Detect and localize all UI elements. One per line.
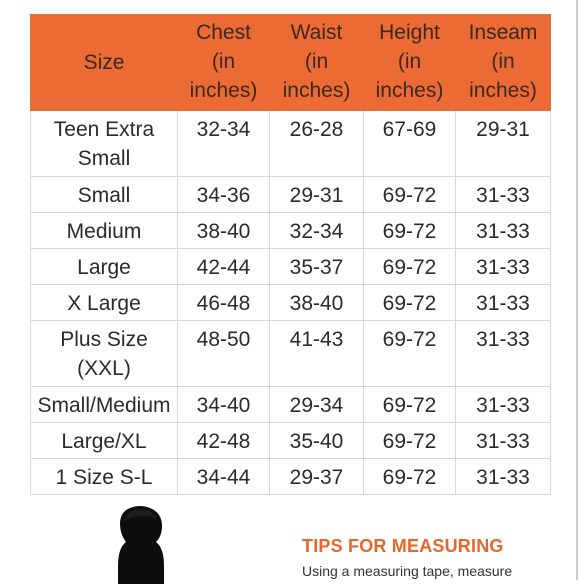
size-cell: Small bbox=[30, 176, 178, 213]
page-edge-divider bbox=[576, 0, 578, 580]
size-cell: Plus Size (XXL) bbox=[30, 320, 178, 387]
inseam-cell: 31-33 bbox=[455, 320, 551, 387]
inseam-cell: 29-31 bbox=[455, 110, 551, 177]
table-row: Large/XL 42-48 35-40 69-72 31-33 bbox=[30, 422, 551, 459]
table-row: Medium 38-40 32-34 69-72 31-33 bbox=[30, 212, 551, 249]
header-inseam: Inseam (in inches) bbox=[455, 14, 551, 111]
header-chest: Chest (in inches) bbox=[177, 14, 270, 111]
header-waist: Waist (in inches) bbox=[269, 14, 364, 111]
table-row: Plus Size (XXL) 48-50 41-43 69-72 31-33 bbox=[30, 320, 551, 387]
chest-cell: 46-48 bbox=[177, 284, 270, 321]
tips-text: Using a measuring tape, measure bbox=[302, 563, 513, 579]
table-row: X Large 46-48 38-40 69-72 31-33 bbox=[30, 284, 551, 321]
waist-cell: 29-31 bbox=[269, 176, 364, 213]
inseam-cell: 31-33 bbox=[455, 386, 551, 423]
inseam-cell: 31-33 bbox=[455, 422, 551, 459]
height-cell: 69-72 bbox=[363, 422, 456, 459]
size-cell: Small/Medium bbox=[30, 386, 178, 423]
tips-title: TIPS FOR MEASURING bbox=[302, 536, 504, 556]
waist-cell: 38-40 bbox=[269, 284, 364, 321]
waist-cell: 29-34 bbox=[269, 386, 364, 423]
header-height: Height (in inches) bbox=[363, 14, 456, 111]
waist-cell: 32-34 bbox=[269, 212, 364, 249]
person-silhouette-icon bbox=[118, 506, 164, 584]
table-row: Large 42-44 35-37 69-72 31-33 bbox=[30, 248, 551, 285]
waist-cell: 35-37 bbox=[269, 248, 364, 285]
waist-cell: 41-43 bbox=[269, 320, 364, 387]
size-cell: Large/XL bbox=[30, 422, 178, 459]
height-cell: 69-72 bbox=[363, 176, 456, 213]
height-cell: 69-72 bbox=[363, 386, 456, 423]
inseam-cell: 31-33 bbox=[455, 458, 551, 495]
table-row: 1 Size S-L 34-44 29-37 69-72 31-33 bbox=[30, 458, 551, 495]
chest-cell: 38-40 bbox=[177, 212, 270, 249]
waist-cell: 29-37 bbox=[269, 458, 364, 495]
table-row: Small/Medium 34-40 29-34 69-72 31-33 bbox=[30, 386, 551, 423]
height-cell: 69-72 bbox=[363, 212, 456, 249]
table-row: Small 34-36 29-31 69-72 31-33 bbox=[30, 176, 551, 213]
size-cell: Teen Extra Small bbox=[30, 110, 178, 177]
chest-cell: 42-48 bbox=[177, 422, 270, 459]
table-header-row: Size Chest (in inches) Waist (in inches) Hei… bbox=[30, 14, 551, 111]
chest-cell: 34-40 bbox=[177, 386, 270, 423]
size-chart-table: Size Chest (in inches) Waist (in inches) Hei… bbox=[30, 14, 551, 495]
size-cell: Large bbox=[30, 248, 178, 285]
waist-cell: 26-28 bbox=[269, 110, 364, 177]
chest-cell: 42-44 bbox=[177, 248, 270, 285]
chest-cell: 34-44 bbox=[177, 458, 270, 495]
chest-cell: 48-50 bbox=[177, 320, 270, 387]
size-cell: X Large bbox=[30, 284, 178, 321]
header-size: Size bbox=[30, 14, 178, 111]
inseam-cell: 31-33 bbox=[455, 284, 551, 321]
height-cell: 67-69 bbox=[363, 110, 456, 177]
height-cell: 69-72 bbox=[363, 248, 456, 285]
chest-cell: 32-34 bbox=[177, 110, 270, 177]
inseam-cell: 31-33 bbox=[455, 248, 551, 285]
inseam-cell: 31-33 bbox=[455, 176, 551, 213]
height-cell: 69-72 bbox=[363, 320, 456, 387]
chest-cell: 34-36 bbox=[177, 176, 270, 213]
size-cell: 1 Size S-L bbox=[30, 458, 178, 495]
table-row: Teen Extra Small 32-34 26-28 67-69 29-31 bbox=[30, 110, 551, 177]
size-cell: Medium bbox=[30, 212, 178, 249]
inseam-cell: 31-33 bbox=[455, 212, 551, 249]
height-cell: 69-72 bbox=[363, 458, 456, 495]
height-cell: 69-72 bbox=[363, 284, 456, 321]
waist-cell: 35-40 bbox=[269, 422, 364, 459]
